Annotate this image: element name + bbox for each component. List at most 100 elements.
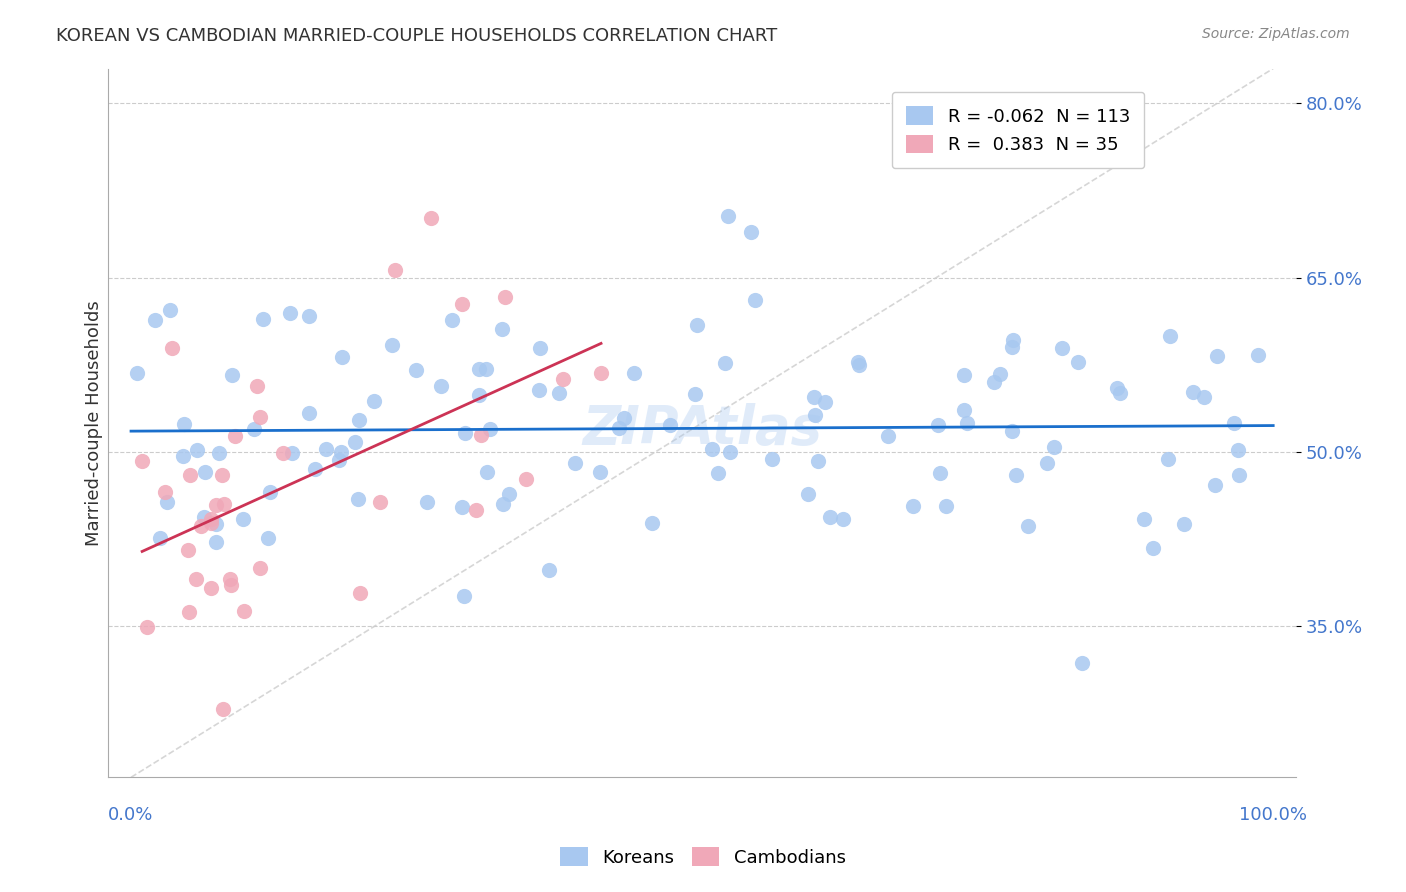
Point	[1181, 385, 1204, 400]
Point	[814, 394, 837, 409]
Text: Source: ZipAtlas.com: Source: ZipAtlas.com	[1202, 27, 1350, 41]
Point	[347, 413, 370, 427]
Point	[415, 495, 437, 509]
Point	[468, 362, 491, 376]
Point	[160, 341, 183, 355]
Point	[156, 495, 179, 509]
Point	[304, 462, 326, 476]
Point	[740, 225, 762, 239]
Point	[848, 358, 870, 372]
Point	[479, 422, 502, 436]
Point	[179, 467, 201, 482]
Point	[1227, 467, 1250, 482]
Point	[430, 378, 453, 392]
Point	[1247, 348, 1270, 362]
Point	[1002, 333, 1025, 347]
Point	[211, 467, 233, 482]
Point	[465, 502, 488, 516]
Point	[935, 500, 957, 514]
Point	[953, 402, 976, 417]
Point	[212, 497, 235, 511]
Point	[370, 495, 392, 509]
Point	[259, 484, 281, 499]
Point	[553, 372, 575, 386]
Point	[298, 406, 321, 420]
Point	[700, 442, 723, 456]
Point	[384, 262, 406, 277]
Point	[440, 313, 463, 327]
Point	[219, 572, 242, 586]
Point	[589, 465, 612, 479]
Point	[1052, 341, 1074, 355]
Point	[194, 465, 217, 479]
Point	[714, 356, 737, 370]
Point	[807, 454, 830, 468]
Text: ZIPAtlas: ZIPAtlas	[582, 402, 823, 455]
Point	[127, 366, 149, 380]
Point	[233, 604, 256, 618]
Point	[1142, 541, 1164, 556]
Point	[956, 417, 979, 431]
Point	[405, 363, 427, 377]
Point	[685, 318, 707, 332]
Point	[1206, 349, 1229, 363]
Point	[659, 417, 682, 432]
Point	[1192, 391, 1215, 405]
Point	[475, 362, 498, 376]
Legend: R = -0.062  N = 113, R =  0.383  N = 35: R = -0.062 N = 113, R = 0.383 N = 35	[891, 92, 1144, 169]
Point	[221, 368, 243, 382]
Point	[1159, 329, 1181, 343]
Point	[613, 411, 636, 425]
Point	[928, 467, 950, 481]
Point	[796, 487, 818, 501]
Point	[529, 341, 551, 355]
Point	[451, 297, 474, 311]
Point	[803, 390, 825, 404]
Point	[349, 586, 371, 600]
Point	[186, 442, 208, 457]
Point	[589, 366, 612, 380]
Point	[623, 366, 645, 380]
Point	[453, 589, 475, 603]
Point	[143, 313, 166, 327]
Point	[136, 619, 159, 633]
Point	[988, 367, 1011, 381]
Point	[952, 368, 974, 383]
Point	[1070, 656, 1092, 670]
Point	[1036, 456, 1059, 470]
Point	[1005, 468, 1028, 483]
Y-axis label: Married-couple Households: Married-couple Households	[86, 300, 103, 546]
Point	[1017, 519, 1039, 533]
Point	[281, 446, 304, 460]
Text: 0.0%: 0.0%	[108, 806, 153, 824]
Point	[190, 519, 212, 533]
Point	[564, 456, 586, 470]
Point	[200, 516, 222, 531]
Point	[609, 421, 631, 435]
Point	[494, 290, 516, 304]
Point	[1066, 355, 1088, 369]
Point	[1001, 424, 1024, 438]
Point	[177, 542, 200, 557]
Point	[1204, 477, 1226, 491]
Point	[131, 454, 153, 468]
Point	[761, 451, 783, 466]
Point	[547, 386, 569, 401]
Point	[271, 446, 294, 460]
Point	[219, 578, 242, 592]
Point	[718, 444, 741, 458]
Text: 100.0%: 100.0%	[1239, 806, 1308, 824]
Point	[343, 434, 366, 449]
Point	[329, 444, 352, 458]
Point	[243, 422, 266, 436]
Point	[159, 302, 181, 317]
Point	[363, 394, 385, 409]
Point	[927, 418, 949, 433]
Point	[470, 428, 492, 442]
Point	[205, 535, 228, 549]
Point	[498, 486, 520, 500]
Point	[204, 498, 226, 512]
Point	[224, 429, 246, 443]
Point	[200, 581, 222, 595]
Point	[204, 517, 226, 532]
